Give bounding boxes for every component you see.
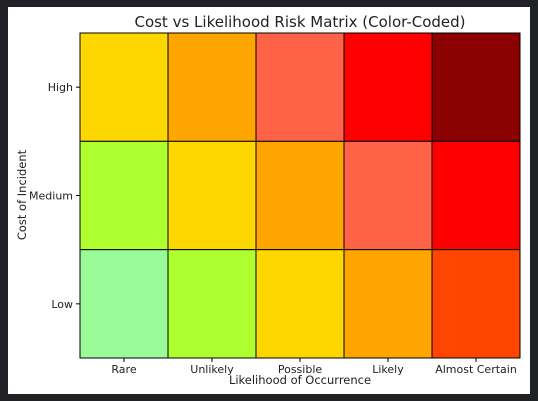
heatmap-cells: [79, 32, 521, 359]
y-axis-ticks: High Medium Low: [29, 81, 80, 311]
y-tick-label: High: [48, 81, 73, 94]
risk-matrix-chart: Cost vs Likelihood Risk Matrix (Color-Co…: [15, 13, 521, 387]
heatmap-cell-1-3: [343, 140, 433, 251]
heatmap-cell-0-1: [167, 32, 257, 142]
heatmap-cell-0-0: [79, 32, 169, 142]
chart-title: Cost vs Likelihood Risk Matrix (Color-Co…: [134, 13, 465, 31]
x-tick-label: Unlikely: [190, 363, 234, 376]
heatmap-cell-0-4: [431, 32, 521, 142]
y-axis-title: Cost of Incident: [15, 149, 29, 240]
heatmap-cell-2-0: [79, 249, 169, 359]
x-axis-ticks: Rare Unlikely Possible Likely Almost Certain: [111, 358, 517, 376]
heatmap-cell-0-2: [255, 32, 345, 142]
x-tick-label: Possible: [278, 363, 323, 376]
heatmap-cell-1-4: [431, 140, 521, 251]
heatmap-cell-2-3: [343, 249, 433, 359]
heatmap-cell-1-2: [255, 140, 345, 251]
heatmap-cell-2-2: [255, 249, 345, 359]
heatmap-cell-2-1: [167, 249, 257, 359]
x-tick-label: Likely: [372, 363, 404, 376]
y-tick-label: Medium: [29, 190, 73, 203]
heatmap-cell-0-3: [343, 32, 433, 142]
heatmap-cell-1-1: [167, 140, 257, 251]
x-tick-label: Almost Certain: [435, 363, 517, 376]
x-tick-label: Rare: [111, 363, 136, 376]
heatmap-cell-2-4: [431, 249, 521, 359]
chart-figure: Cost vs Likelihood Risk Matrix (Color-Co…: [8, 7, 530, 394]
x-axis-title: Likelihood of Occurrence: [229, 373, 371, 387]
y-tick-label: Low: [51, 298, 73, 311]
heatmap-cell-1-0: [79, 140, 169, 251]
